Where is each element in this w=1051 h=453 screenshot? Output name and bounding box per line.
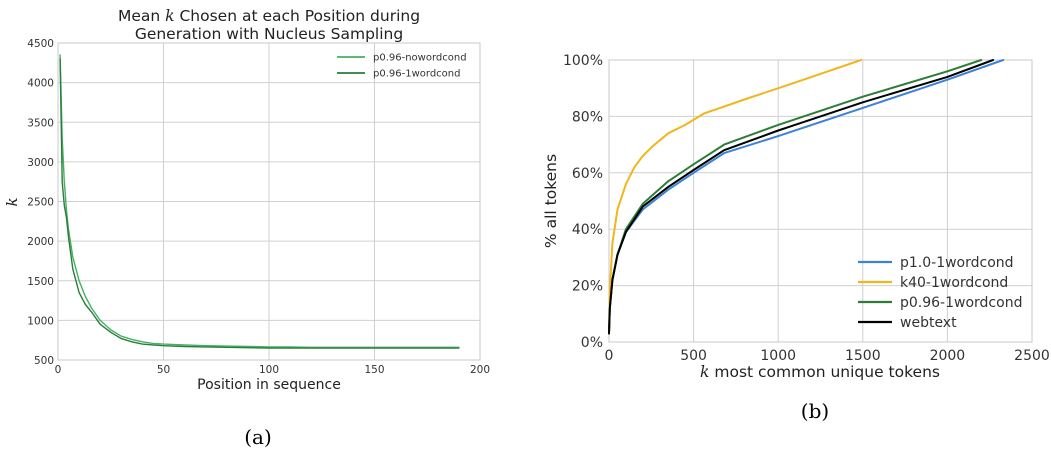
chart-b-legend: p1.0-1wordcond k40-1wordcond p0.96-1wordco… (858, 255, 1022, 331)
a-y-tick-label: 500 (34, 355, 54, 367)
a-y-tick-label: 4500 (27, 38, 54, 50)
b-x-tick-label: 2500 (1014, 348, 1050, 364)
chart-a-y-axis-label: k (3, 197, 21, 206)
chart-a-gridlines (57, 42, 481, 361)
b-y-tick-label: 20% (572, 279, 603, 295)
chart-a-plot-area (57, 42, 481, 361)
chart-b-series-lines (608, 59, 1005, 335)
chart-a-caption: (a) (244, 425, 272, 449)
a-x-tick-label: 150 (364, 364, 384, 376)
chart-a-title-line1: Mean k Chosen at each Position during (118, 7, 420, 25)
a-y-tick-label: 4000 (27, 78, 54, 90)
chart-a-legend: p0.96-nowordcond p0.96-1wordcond (337, 53, 467, 80)
b-legend-label: p1.0-1wordcond (900, 255, 1014, 271)
a-x-tick-label: 200 (470, 364, 490, 376)
a-y-tick-label: 2500 (27, 197, 54, 209)
b-y-tick-label: 0% (581, 335, 603, 351)
a-y-tick-label: 1500 (27, 276, 54, 288)
b-series-line-webtext (608, 59, 995, 335)
b-series-line-k40-1wordcond (608, 59, 863, 335)
chart-b-plot-area (608, 59, 1033, 343)
a-x-tick-label: 0 (55, 364, 62, 376)
a-legend-label: p0.96-nowordcond (373, 53, 467, 64)
b-legend-label: p0.96-1wordcond (900, 295, 1022, 311)
b-x-tick-label: 0 (605, 348, 614, 364)
chart-a-x-axis-label: Position in sequence (197, 377, 341, 393)
b-y-tick-label: 80% (572, 109, 603, 125)
a-y-tick-label: 3000 (27, 157, 54, 169)
chart-a-x-ticks: 0 50 100 150 200 (55, 364, 490, 376)
a-series-line-p0.96-1wordcond (59, 58, 460, 349)
a-y-tick-label: 2000 (27, 236, 54, 248)
b-x-tick-label: 2000 (930, 348, 966, 364)
b-y-tick-label: 40% (572, 222, 603, 238)
chart-b-y-axis-label: % all tokens (542, 154, 560, 248)
a-y-tick-label: 3500 (27, 117, 54, 129)
chart-b: 0 500 1000 1500 2000 2500 0%20%40%60%80%100% … (542, 53, 1050, 423)
chart-b-x-ticks: 0 500 1000 1500 2000 2500 (605, 348, 1050, 364)
b-x-tick-label: 500 (680, 348, 707, 364)
b-series-line-p0.96-1wordcond (608, 59, 983, 335)
chart-a-title-line2: Generation with Nucleus Sampling (135, 25, 403, 43)
chart-a-y-ticks: 500 1000 1500 2000 2500 3000 3500 4000 4500 (27, 38, 54, 367)
chart-b-y-ticks: 0% 20% 40% 60% 80% 100% (563, 53, 603, 351)
a-series-line-p0.96-nowordcond (59, 54, 460, 348)
a-y-tick-label: 1000 (27, 315, 54, 327)
chart-a: Mean k Chosen at each Position during Ge… (3, 7, 490, 449)
b-y-tick-label: 100% (563, 53, 603, 69)
b-legend-label: webtext (900, 315, 957, 331)
b-y-tick-label: 60% (572, 166, 603, 182)
b-x-tick-label: 1000 (760, 348, 796, 364)
a-x-tick-label: 100 (259, 364, 279, 376)
a-x-tick-label: 50 (157, 364, 170, 376)
b-x-tick-label: 1500 (845, 348, 881, 364)
chart-b-caption: (b) (801, 399, 829, 423)
b-series-line-p1.0-1wordcond (608, 59, 1005, 335)
chart-b-x-axis-label: k most common unique tokens (700, 363, 940, 381)
a-legend-label: p0.96-1wordcond (373, 69, 460, 80)
b-legend-label: k40-1wordcond (900, 275, 1008, 291)
chart-a-series-lines (59, 54, 460, 349)
